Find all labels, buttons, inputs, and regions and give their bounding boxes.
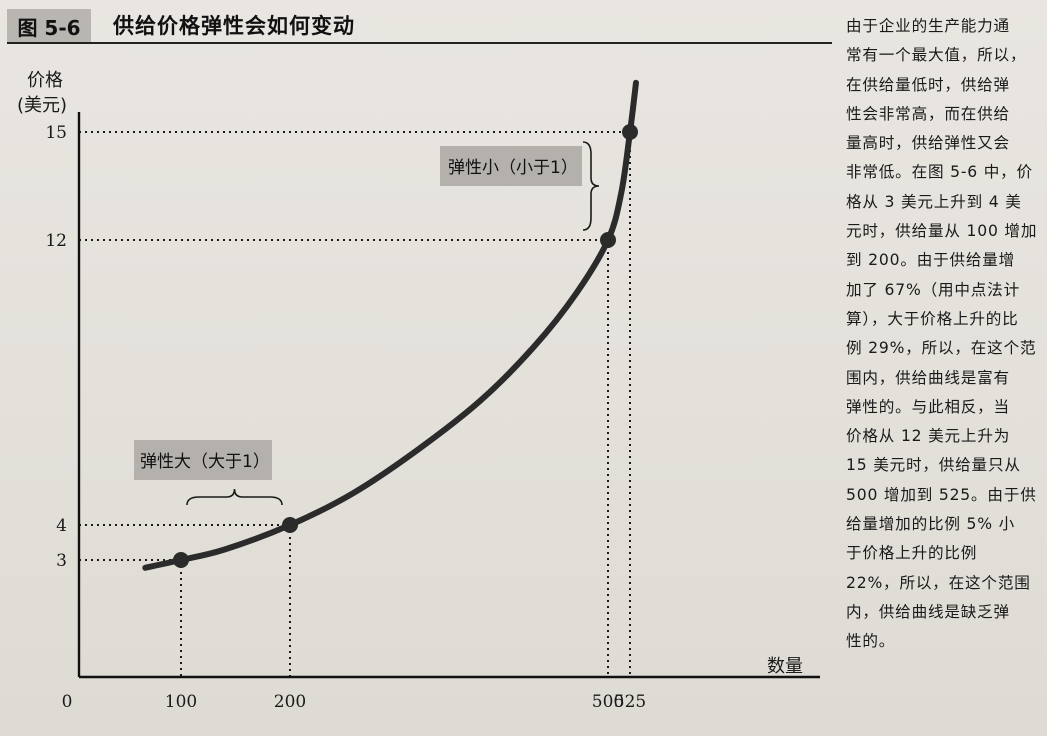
origin-label: 0 bbox=[62, 692, 73, 712]
x-tick-label: 200 bbox=[274, 692, 306, 712]
axes bbox=[77, 112, 820, 679]
x-tick-label: 100 bbox=[165, 692, 197, 712]
figure-title: 供给价格弹性会如何变动 bbox=[113, 14, 355, 38]
marked-points bbox=[173, 124, 638, 568]
axis-titles: 价格 (美元) 数量 bbox=[17, 70, 803, 677]
y-tick-label: 3 bbox=[56, 551, 67, 571]
y-axis-title-line2: (美元) bbox=[17, 95, 67, 116]
supply-curve bbox=[142, 79, 639, 571]
brace-inelastic bbox=[582, 141, 600, 231]
x-tick-label: 525 bbox=[614, 692, 646, 712]
figure-title-rule bbox=[7, 42, 832, 44]
annotation-box-inelastic bbox=[440, 146, 582, 186]
figure-number-badge: 图 5-6 bbox=[7, 9, 91, 43]
annotations: 弹性大（大于1） 弹性小（小于1） bbox=[134, 141, 600, 506]
brace-elastic bbox=[186, 488, 283, 506]
annotation-box-elastic bbox=[134, 440, 272, 480]
data-point bbox=[600, 232, 616, 248]
x-axis-title: 数量 bbox=[767, 656, 803, 677]
y-axis-title-line1: 价格 bbox=[27, 70, 63, 91]
data-point bbox=[282, 517, 298, 533]
data-point bbox=[173, 552, 189, 568]
y-tick-label: 12 bbox=[45, 231, 67, 251]
x-tick-label: 500 bbox=[592, 692, 624, 712]
y-tick-label: 15 bbox=[45, 123, 67, 143]
annotation-label-inelastic: 弹性小（小于1） bbox=[448, 158, 578, 178]
figure-number: 图 5-6 bbox=[17, 15, 81, 40]
guide-lines bbox=[79, 131, 631, 677]
data-point bbox=[622, 124, 638, 140]
explanatory-text: 由于企业的生产能力通 常有一个最大值，所以， 在供给量低时，供给弹 性会非常高，… bbox=[846, 17, 1038, 651]
annotation-label-elastic: 弹性大（大于1） bbox=[140, 452, 270, 472]
supply-curve-group bbox=[142, 79, 639, 571]
y-tick-label: 4 bbox=[56, 516, 67, 536]
